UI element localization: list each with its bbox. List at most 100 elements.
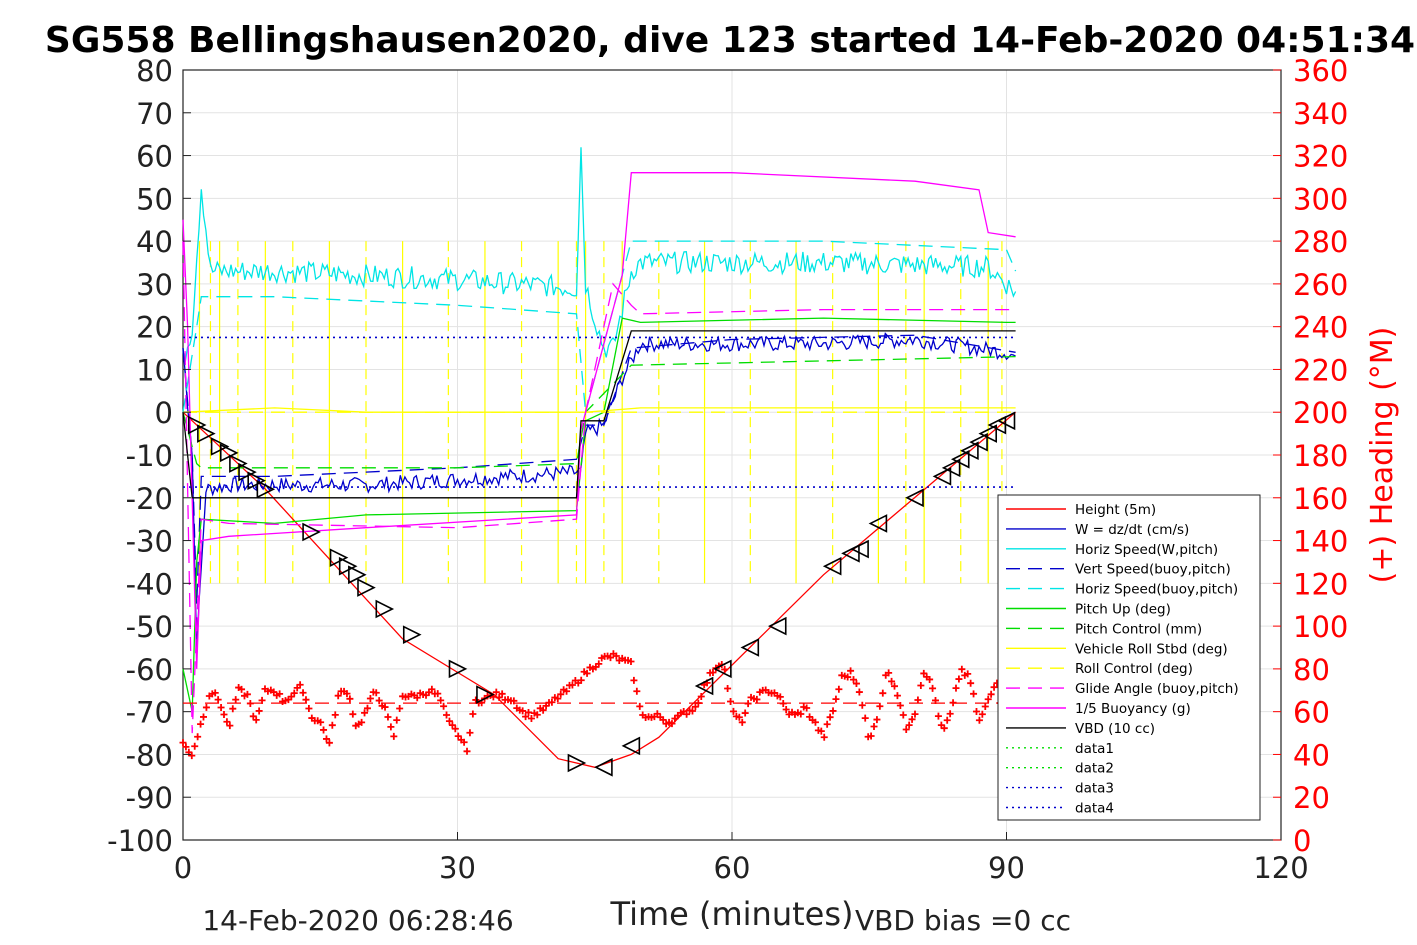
heading-marker [811,718,819,726]
heading-marker [290,689,298,697]
heading-marker [738,718,746,726]
triangle-marker [329,548,349,567]
legend-label: Horiz Speed(W,pitch) [1075,542,1218,558]
heading-marker [984,695,992,703]
y-tick-label: -30 [126,525,173,559]
heading-marker [533,711,541,719]
x-tick-label: 30 [439,851,476,885]
heading-marker [363,704,371,712]
heading-marker [217,703,225,711]
y-tick-label-right: 100 [1293,610,1348,644]
y-tick-label-right: 220 [1293,353,1348,387]
y-tick-label-right: 240 [1293,311,1348,345]
heading-marker [197,720,205,728]
heading-marker [753,695,761,703]
y-tick-label: 80 [136,54,173,88]
heading-marker [252,716,260,724]
heading-marker [334,692,342,700]
y-tick-label: -50 [126,610,173,644]
y-tick-label-right: 280 [1293,225,1348,259]
heading-marker [182,743,190,751]
heading-marker [659,716,667,724]
heading-marker [595,660,603,668]
series-line [182,334,1016,605]
y-tick-label-right: 260 [1293,268,1348,302]
triangle-marker [357,578,376,597]
heading-marker [539,706,547,714]
heading-marker [495,693,503,701]
triangle-marker [740,638,760,657]
heading-marker [583,669,591,677]
heading-marker [861,714,869,722]
heading-marker [905,721,913,729]
heading-marker [296,681,304,689]
heading-marker [879,689,887,697]
heading-marker [548,698,556,706]
heading-marker [358,718,366,726]
heading-marker [179,739,187,747]
heading-marker [451,725,459,733]
heading-marker [929,684,937,692]
triangle-marker [822,556,842,576]
heading-marker [832,695,840,703]
heading-marker [606,654,614,662]
triangle-marker [713,659,732,679]
heading-marker [577,676,585,684]
triangle-marker [932,467,952,486]
heading-marker [820,733,828,741]
triangle-marker [950,449,970,469]
y-tick-label: -70 [126,696,173,730]
heading-marker [990,683,998,691]
heading-marker [191,742,199,750]
triangle-marker [338,556,358,576]
heading-marker [440,702,448,710]
heading-marker [688,707,696,715]
heading-marker [202,703,210,711]
series-line [182,240,1017,413]
x-tick-label: 120 [1253,851,1308,885]
heading-marker [847,667,855,675]
y-tick-label: -60 [126,653,173,687]
legend-label: VBD (10 cc) [1075,721,1155,737]
heading-marker [899,711,907,719]
chart-title: SG558 Bellingshausen2020, dive 123 start… [45,20,1415,61]
heading-marker [255,707,263,715]
heading-marker [943,716,951,724]
series-line [182,407,1016,413]
triangle-marker [302,522,321,542]
triangle-marker [348,565,367,585]
triangle-marker [476,685,495,704]
y-axis-right-label: (+) Heading (°M) [1365,327,1400,584]
heading-marker [987,690,995,698]
triangle-marker [247,471,266,490]
heading-marker [413,694,421,702]
heading-marker [908,715,916,723]
heading-marker [563,687,571,695]
heading-marker [817,727,825,735]
heading-marker [381,703,389,711]
y-axis-left: 80 70 60 50 40 30 20 10 0 -10 -20 -30 -40 -50 -60 -70 -8… [107,54,191,858]
triangle-marker [229,454,248,473]
heading-marker [967,679,975,687]
series-line [182,147,1017,362]
heading-marker [946,710,954,718]
heading-marker [322,735,330,743]
y-tick-label: 40 [136,225,173,259]
y-tick-label-right: 320 [1293,140,1348,174]
heading-marker [888,677,896,685]
heading-marker [331,711,339,719]
legend-label: 1/5 Buoyancy (g) [1075,701,1191,717]
legend-label: Vehicle Roll Stbd (deg) [1075,641,1228,657]
heading-marker [612,652,620,660]
y-tick-label-right: 200 [1293,396,1348,430]
heading-marker [934,712,942,720]
heading-marker [721,665,729,673]
heading-marker [454,732,462,740]
y-tick-label-right: 160 [1293,482,1348,516]
heading-marker [466,729,474,737]
triangle-marker [210,437,230,456]
x-axis-label: Time (minutes) [610,895,854,933]
heading-marker [797,710,805,718]
heading-marker [325,739,333,747]
y-tick-label: 50 [136,182,173,216]
